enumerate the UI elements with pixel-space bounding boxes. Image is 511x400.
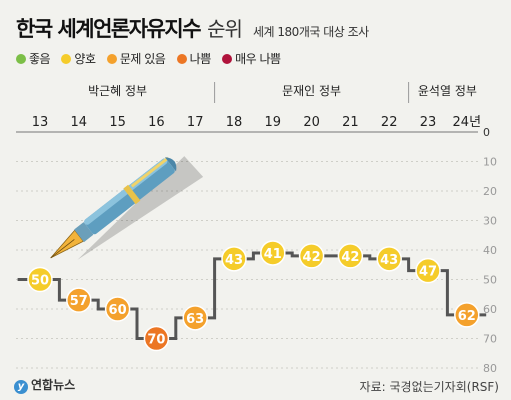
data-label: 42	[303, 250, 321, 265]
chart-title: 한국 세계언론자유지수 순위 세계 180개국 대상 조사	[16, 13, 506, 43]
legend-item-problematic: 문제 있음	[106, 50, 166, 67]
data-label: 47	[419, 265, 437, 280]
legend-dot-bad	[176, 54, 187, 64]
data-label: 62	[458, 309, 476, 324]
source-note: 자료: 국경없는기자회(RSF)	[359, 380, 499, 394]
y-tick-label: 60	[483, 303, 497, 316]
year-label: 24년	[453, 115, 482, 130]
era-label: 박근혜 정부	[88, 84, 147, 98]
year-label: 14	[71, 115, 88, 130]
year-label-layer: 13 14 15 16 17 18 19 20 21 22 23 24년	[32, 115, 481, 130]
step-line	[17, 251, 487, 340]
year-label: 22	[381, 115, 398, 130]
data-point	[221, 246, 247, 272]
legend-item-good: 좋음	[16, 50, 51, 67]
data-point	[182, 305, 208, 331]
y-tick-label: 80	[483, 362, 497, 375]
title-main: 한국 세계언론자유지수	[16, 17, 202, 41]
y-tick-label: 20	[483, 185, 497, 198]
year-label: 17	[187, 115, 204, 130]
legend-dot-good	[16, 54, 26, 64]
y-tick-label: 10	[483, 156, 497, 169]
footer-logo: y 연합뉴스	[14, 376, 75, 394]
y-tick-label: 30	[483, 215, 497, 228]
legend-item-very-bad: 매우 나쁨	[222, 50, 281, 67]
legend-label-bad: 나쁨	[189, 52, 212, 66]
legend-label-problematic: 문제 있음	[119, 52, 166, 66]
data-point	[337, 243, 364, 269]
legend-dot-problematic	[106, 54, 117, 64]
data-label: 50	[31, 274, 49, 289]
data-point	[27, 266, 53, 293]
legend-dot-fair	[61, 54, 72, 64]
data-point	[260, 240, 286, 266]
data-point	[143, 325, 170, 352]
data-label: 42	[341, 250, 359, 265]
year-label: 13	[32, 115, 49, 130]
year-label: 16	[148, 115, 165, 130]
data-point	[415, 257, 441, 284]
logo-text: 연합뉴스	[31, 378, 76, 392]
y-tick-label: 70	[483, 333, 497, 346]
data-point	[104, 296, 131, 322]
y-tick-label: 40	[483, 244, 497, 257]
data-point	[298, 243, 325, 269]
y-tick-label: 0	[483, 126, 490, 139]
data-label: 57	[70, 294, 88, 309]
legend-item-fair: 양호	[61, 50, 96, 67]
legend-item-bad: 나쁨	[176, 50, 212, 67]
year-label: 19	[265, 115, 282, 130]
year-label: 18	[226, 115, 243, 130]
data-point	[66, 287, 92, 313]
data-label: 41	[264, 247, 282, 262]
legend-dot-very-bad	[222, 54, 233, 64]
data-label: 70	[147, 333, 165, 348]
data-point	[454, 302, 480, 328]
y-tick-label: 50	[483, 274, 497, 287]
year-label: 15	[109, 115, 126, 130]
data-point	[376, 246, 402, 272]
data-label: 43	[380, 253, 398, 268]
data-label: 60	[109, 303, 127, 318]
legend: 좋음 양호 문제 있음 나쁨 매우 나쁨	[16, 50, 289, 66]
year-label: 23	[420, 115, 437, 130]
title-sub: 순위	[207, 17, 243, 41]
point-layer: 50 57 60 70 63 43 41 42 42 43 47 62	[27, 240, 480, 352]
year-label: 21	[342, 115, 359, 130]
legend-label-fair: 양호	[74, 52, 96, 66]
title-note: 세계 180개국 대상 조사	[253, 25, 369, 39]
pen-illustration	[50, 156, 204, 260]
legend-label-good: 좋음	[29, 52, 51, 66]
logo-mark: y	[14, 380, 28, 394]
legend-label-very-bad: 매우 나쁨	[235, 52, 281, 66]
data-label: 43	[225, 253, 243, 268]
era-label: 윤석열 정부	[418, 84, 477, 98]
era-layer: 박근혜 정부 문재인 정부 윤석열 정부	[88, 82, 477, 103]
year-label: 20	[303, 115, 320, 130]
data-label: 63	[186, 312, 204, 327]
y-tick-layer: 0 10 20 30 40 50 60 70 80	[483, 126, 497, 375]
era-label: 문재인 정부	[282, 84, 341, 98]
